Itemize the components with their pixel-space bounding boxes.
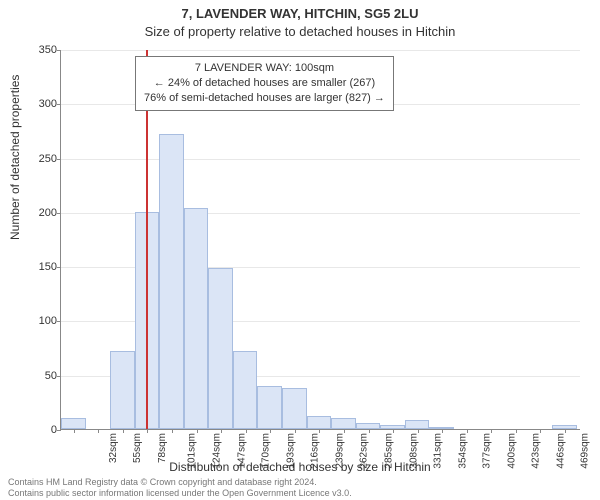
x-tick-mark — [270, 429, 271, 433]
y-tick-label: 50 — [45, 370, 57, 382]
x-tick-mark — [393, 429, 394, 433]
y-tick-label: 350 — [39, 44, 57, 56]
histogram-bar — [405, 420, 430, 429]
title-subtitle: Size of property relative to detached ho… — [0, 24, 600, 39]
x-tick-mark — [344, 429, 345, 433]
x-tick-mark — [147, 429, 148, 433]
x-tick-mark — [369, 429, 370, 433]
histogram-bar — [208, 268, 233, 429]
y-tick-mark — [57, 267, 61, 268]
histogram-bar — [233, 351, 258, 429]
y-tick-mark — [57, 104, 61, 105]
plot-area: 05010015020025030035032sqm55sqm78sqm101s… — [60, 50, 580, 430]
info-box: 7 LAVENDER WAY: 100sqm ← 24% of detached… — [135, 56, 394, 111]
y-tick-label: 100 — [39, 315, 57, 327]
x-tick-mark — [197, 429, 198, 433]
y-tick-mark — [57, 321, 61, 322]
x-tick-label: 55sqm — [132, 433, 143, 463]
x-tick-mark — [98, 429, 99, 433]
x-tick-mark — [540, 429, 541, 433]
x-tick-mark — [442, 429, 443, 433]
info-line: 76% of semi-detached houses are larger (… — [144, 91, 385, 106]
info-line: 7 LAVENDER WAY: 100sqm — [144, 61, 385, 76]
x-tick-mark — [172, 429, 173, 433]
x-tick-mark — [221, 429, 222, 433]
x-tick-mark — [246, 429, 247, 433]
histogram-bar — [159, 134, 184, 429]
y-tick-label: 200 — [39, 207, 57, 219]
x-axis-label: Distribution of detached houses by size … — [0, 460, 600, 474]
y-tick-label: 150 — [39, 261, 57, 273]
y-tick-label: 0 — [51, 424, 57, 436]
y-tick-mark — [57, 213, 61, 214]
footer-attribution: Contains HM Land Registry data © Crown c… — [8, 477, 352, 498]
histogram-bar — [257, 386, 282, 429]
x-tick-label: 32sqm — [108, 433, 119, 463]
histogram-bar — [110, 351, 135, 429]
histogram-bar — [307, 416, 332, 429]
x-tick-label: 78sqm — [157, 433, 168, 463]
y-axis-label: Number of detached properties — [8, 75, 22, 240]
x-tick-mark — [418, 429, 419, 433]
x-tick-mark — [123, 429, 124, 433]
gridline — [61, 159, 580, 160]
y-tick-mark — [57, 376, 61, 377]
x-tick-mark — [565, 429, 566, 433]
title-address: 7, LAVENDER WAY, HITCHIN, SG5 2LU — [0, 6, 600, 21]
histogram-bar — [184, 208, 209, 429]
x-tick-mark — [295, 429, 296, 433]
x-tick-mark — [491, 429, 492, 433]
y-tick-mark — [57, 50, 61, 51]
histogram-bar — [282, 388, 307, 429]
x-tick-mark — [467, 429, 468, 433]
gridline — [61, 50, 580, 51]
y-tick-mark — [57, 430, 61, 431]
y-tick-label: 300 — [39, 98, 57, 110]
y-tick-label: 250 — [39, 153, 57, 165]
x-tick-mark — [516, 429, 517, 433]
x-tick-mark — [74, 429, 75, 433]
chart-root: 7, LAVENDER WAY, HITCHIN, SG5 2LU Size o… — [0, 0, 600, 500]
info-line: ← 24% of detached houses are smaller (26… — [144, 76, 385, 91]
footer-line: Contains public sector information licen… — [8, 488, 352, 498]
x-tick-mark — [319, 429, 320, 433]
y-tick-mark — [57, 159, 61, 160]
footer-line: Contains HM Land Registry data © Crown c… — [8, 477, 352, 487]
histogram-bar — [61, 418, 86, 429]
histogram-bar — [331, 418, 356, 429]
